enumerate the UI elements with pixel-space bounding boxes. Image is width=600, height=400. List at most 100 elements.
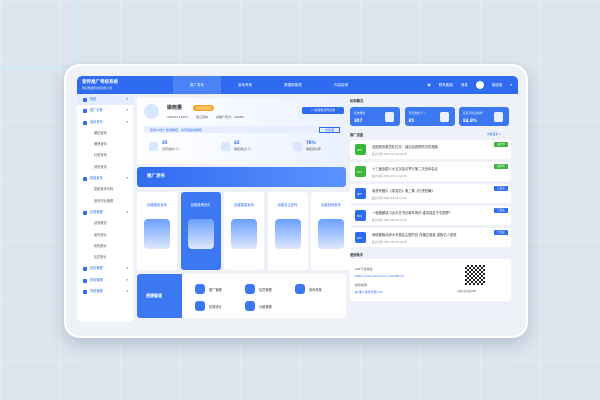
card-illustration-icon: [187, 219, 214, 249]
guide-file-name: 推广操作手册.doc: [358, 290, 384, 294]
messages-link[interactable]: 消息: [460, 82, 468, 87]
quick-item-label: 推广管理: [209, 287, 222, 292]
avatar[interactable]: [475, 81, 484, 89]
sidebar: 首页推广记录宣传发布微信宣传微博宣传抖音宣传其他宣传智能宣传智能宣传代码宣传作业…: [77, 94, 133, 322]
create-card[interactable]: 创建智能宣传: [224, 192, 264, 270]
sidebar-item[interactable]: 宣传统计: [94, 232, 107, 237]
publish-banner: 推广发布: [137, 167, 346, 187]
org-stat-label: 机构数量: [354, 111, 366, 115]
org-stat-value: 85: [408, 118, 415, 123]
user-name[interactable]: 姚晓惠: [491, 82, 503, 87]
sidebar-item[interactable]: 队员统计: [94, 255, 107, 260]
create-card[interactable]: 创建其他宣传: [311, 192, 351, 270]
sidebar-item[interactable]: 推广记录: [77, 105, 133, 117]
progress-title-text: 电视专题片《零容忍》第二集《打虎拍蝇》: [372, 189, 435, 193]
chevron-down-icon[interactable]: ▾: [510, 83, 512, 87]
progress-date: 截止时间 2022-01-16 10:30: [372, 197, 407, 200]
stat-value: 35: [162, 140, 168, 145]
sidebar-item[interactable]: 宣传发布: [77, 117, 133, 128]
progress-date: 截止时间 2022-03-10 16:10: [372, 175, 407, 178]
qr-code: [465, 265, 485, 285]
quick-item-icon: [245, 301, 255, 311]
stat-value: 78%: [306, 140, 316, 145]
nav-tab[interactable]: 数据助推表: [284, 83, 302, 87]
create-card-label: 创建其他宣传: [321, 203, 341, 207]
nav-tab[interactable]: 宣传考核: [238, 83, 252, 87]
create-card-label: 创建自主宣传: [277, 203, 298, 207]
guide-file-link[interactable]: ▤ 推广操作手册.doc: [355, 290, 384, 294]
progress-item[interactable]: 80% 一组图解读习近平总书记新年贺词 谁将铭定于中国梦? 截止时间 2021-…: [350, 206, 511, 225]
status-badge: 进行中: [494, 164, 508, 169]
banner-title: 推广发布: [147, 174, 165, 179]
sidebar-item[interactable]: 绩效概览: [94, 221, 107, 226]
notice-action-button[interactable]: 去处理: [318, 127, 340, 133]
sidebar-item[interactable]: 智能宣传: [77, 173, 133, 185]
folder-icon: 80%: [355, 188, 366, 199]
service-link[interactable]: 联系客服: [438, 82, 453, 87]
sidebar-item[interactable]: 绩效管理: [77, 207, 133, 219]
progress-item[interactable]: 80% 电视专题片《零容忍》第二集《打虎拍蝇》 截止时间 2022-01-16 …: [350, 184, 511, 203]
guide-label: 操作指南:: [355, 283, 369, 287]
progress-item[interactable]: 80% 十三届全国人大五次会议举行第二次全体会议 截止时间 2022-03-10…: [350, 162, 511, 181]
sidebar-item[interactable]: 首页: [77, 94, 133, 106]
sidebar-item[interactable]: 微信宣传: [94, 130, 107, 135]
app-title: 宣传推广考核系统: [82, 80, 118, 85]
folder-icon: 80%: [355, 210, 366, 221]
sidebar-item[interactable]: 系统管理: [77, 286, 133, 298]
stat-value: 42: [234, 140, 240, 145]
quick-item[interactable]: 分组管理: [245, 301, 272, 311]
org-stat-value: 84.8%: [463, 118, 477, 123]
quick-manage-title: 便捷管理: [146, 293, 162, 298]
app-download-link[interactable]: https://xxxxxxxxxxx.com/official: [355, 274, 404, 278]
quick-item[interactable]: 绩效统计: [195, 301, 222, 311]
quick-item[interactable]: 队员管理: [245, 284, 272, 294]
org-stat-card: 宣传数量(个) 85: [404, 107, 455, 126]
org-stat-label: 任务平均完成率: [463, 111, 483, 115]
quick-manage-header: 便捷管理: [137, 274, 182, 318]
sidebar-item[interactable]: 机构管理: [77, 275, 133, 286]
quick-item[interactable]: 推广管理: [195, 284, 222, 294]
profile-card: 姚晓惠 高级宣传员 18629172653 浙江机构 总推广积分：29088 +…: [137, 98, 346, 164]
card-illustration-icon: [144, 219, 170, 249]
stat-icon: [149, 142, 158, 151]
app-download-label: APP下载地址:: [355, 267, 374, 271]
profile-badge: 高级宣传员: [193, 105, 215, 111]
folder-percent: 80%: [357, 215, 363, 218]
stat-icon: [221, 142, 230, 151]
sidebar-item[interactable]: 机构统计: [94, 243, 107, 248]
profile-avatar: [144, 104, 159, 119]
quick-item-icon: [195, 284, 205, 294]
quick-item-icon: [245, 284, 255, 294]
view-more-link[interactable]: 查看更多 >: [487, 132, 502, 136]
progress-item[interactable]: 80% 网络春晚北师大冬奥会主题节目 传播正能量 激励亿人奋进 截止时间 202…: [350, 228, 511, 247]
card-illustration-icon: [231, 219, 257, 249]
sidebar-item[interactable]: 队伍管理: [77, 263, 133, 275]
folder-icon: 80%: [355, 232, 366, 243]
sidebar-item[interactable]: 宣传作业管理: [94, 198, 114, 203]
nav-tab[interactable]: 推广发布: [173, 76, 221, 94]
screen-icon[interactable]: ▣: [427, 83, 431, 87]
helper-title: 使用助手: [350, 253, 364, 257]
create-card[interactable]: 创建自主宣传: [267, 192, 308, 270]
sidebar-item[interactable]: 微博宣传: [94, 142, 107, 147]
sidebar-item[interactable]: 抖音宣传: [94, 153, 107, 158]
progress-date: 截止时间 2022-05-19 16:30: [372, 153, 407, 156]
sidebar-item[interactable]: 其他宣传: [94, 164, 107, 169]
card-illustration-icon: [274, 219, 301, 249]
create-card[interactable]: 创建微博宣传: [180, 192, 221, 270]
create-card[interactable]: 创建微信宣传: [137, 192, 177, 270]
org-stat-card: 任务平均完成率 84.8%: [459, 107, 509, 126]
quick-item-icon: [195, 301, 205, 311]
sidebar-item[interactable]: 智能宣传代码: [94, 187, 114, 192]
progress-item[interactable]: 80% 全国政协委员杜红宇：建议加强预防灾的措施 截止时间 2022-05-19…: [350, 140, 511, 159]
quick-item[interactable]: 宣传考核: [295, 284, 322, 294]
stat-label: 宣传发布(个): [162, 147, 180, 151]
folder-percent: 80%: [357, 237, 363, 240]
progress-title-text: 全国政协委员杜红宇：建议加强预防灾的措施: [372, 145, 438, 149]
create-task-button[interactable]: + 创建新宣传任务: [302, 107, 344, 114]
create-card-label: 创建微信宣传: [147, 203, 167, 207]
progress-title: 推广进度: [350, 133, 364, 137]
nav-tab[interactable]: 内容检测: [334, 83, 348, 87]
phone: 18629172653: [167, 115, 188, 119]
quick-item-label: 队员管理: [259, 287, 272, 292]
